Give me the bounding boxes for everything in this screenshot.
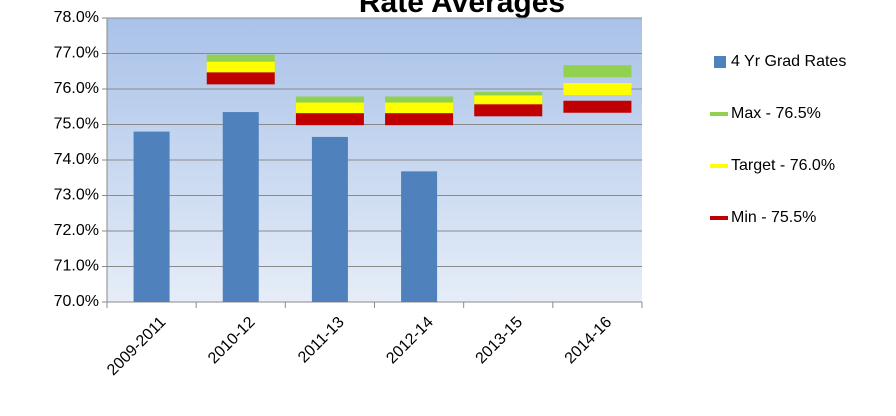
y-tick-label: 77.0%: [54, 45, 99, 62]
x-tick-label: 2011-13: [295, 314, 348, 367]
bar: [133, 131, 170, 302]
legend-label: Min - 75.5%: [731, 209, 816, 226]
legend-swatch: [710, 112, 728, 116]
y-tick-label: 70.0%: [54, 293, 99, 310]
target-marker: [563, 83, 632, 95]
target-marker: [206, 72, 275, 85]
target-marker: [295, 113, 364, 126]
x-tick-label: 2013-15: [473, 314, 527, 368]
legend-label: Target - 76.0%: [731, 157, 835, 174]
legend-label: Max - 76.5%: [731, 105, 821, 122]
x-tick-label: 2010-12: [205, 314, 259, 368]
legend-swatch: [714, 56, 726, 68]
y-tick-label: 71.0%: [54, 258, 99, 275]
legend-swatch: [710, 164, 728, 168]
legend-swatch: [710, 216, 728, 220]
y-tick-label: 78.0%: [54, 9, 99, 26]
bar: [222, 112, 259, 302]
y-tick-label: 74.0%: [54, 151, 99, 168]
target-marker: [385, 102, 454, 115]
y-tick-label: 73.0%: [54, 187, 99, 204]
target-marker: [563, 100, 632, 113]
x-tick-label: 2009-2011: [104, 314, 169, 379]
bar: [401, 171, 438, 302]
target-marker: [385, 113, 454, 126]
x-tick-label: 2012-14: [383, 314, 437, 368]
chart-title: Rate Averages: [359, 0, 565, 19]
y-tick-label: 72.0%: [54, 222, 99, 239]
legend-label: 4 Yr Grad Rates: [731, 53, 846, 70]
target-marker: [563, 65, 632, 78]
y-tick-label: 75.0%: [54, 116, 99, 133]
target-marker: [474, 104, 543, 117]
bar: [311, 136, 348, 302]
target-marker: [295, 102, 364, 115]
target-marker: [206, 61, 275, 74]
y-tick-label: 76.0%: [54, 80, 99, 97]
x-tick-label: 2014-16: [562, 314, 616, 368]
